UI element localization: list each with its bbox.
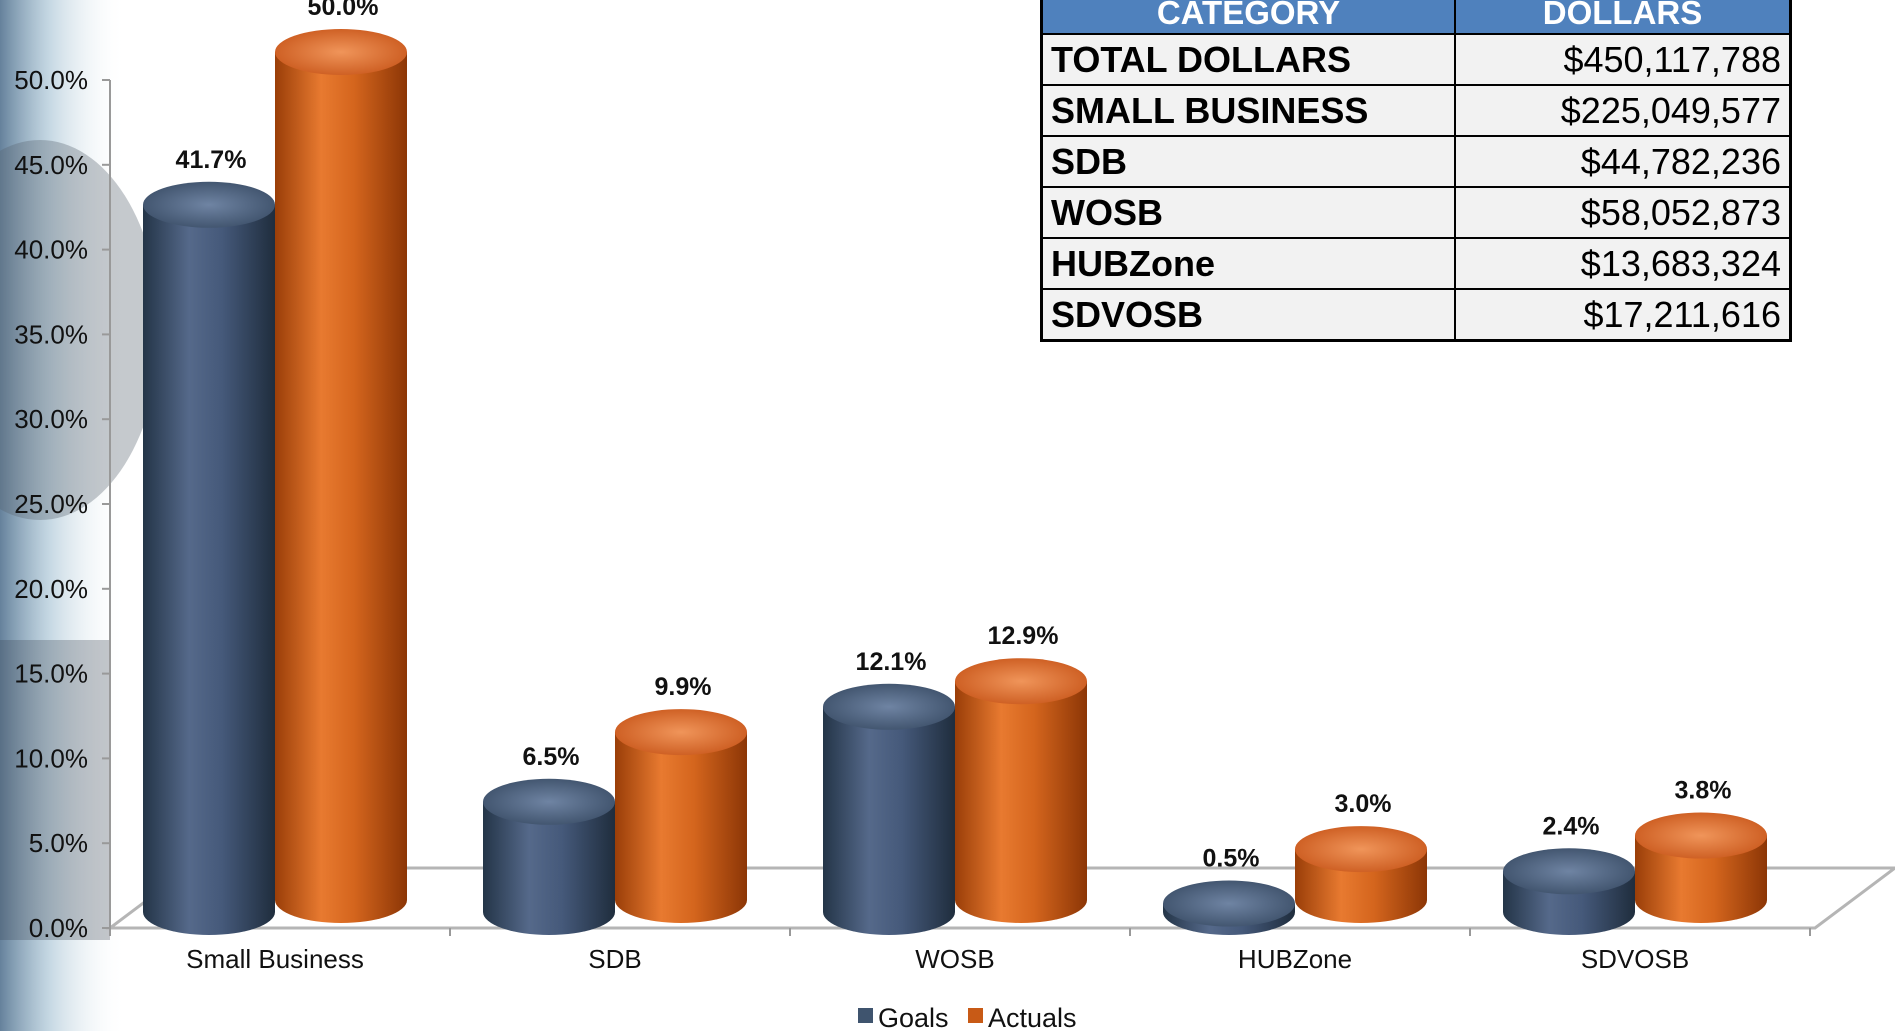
- bar-top: [615, 709, 747, 756]
- header-category: CATEGORY: [1040, 0, 1456, 35]
- bar-body: [1635, 835, 1767, 923]
- row-category: SMALL BUSINESS: [1040, 84, 1456, 137]
- dollars-table: CATEGORY DOLLARS TOTAL DOLLARS $450,117,…: [1040, 0, 1792, 342]
- table-row: SMALL BUSINESS $225,049,577: [1040, 84, 1792, 137]
- actuals-bar-1: [615, 709, 747, 923]
- y-tick-label: 5.0%: [29, 828, 88, 858]
- row-category: HUBZone: [1040, 237, 1456, 290]
- goals-bar-3: [1163, 880, 1295, 935]
- goals-bar-0: [143, 181, 275, 935]
- y-tick-label: 10.0%: [14, 743, 88, 773]
- bar-body: [955, 681, 1087, 923]
- bar-top: [483, 778, 615, 825]
- category-label: SDVOSB: [1581, 944, 1689, 974]
- data-label: 6.5%: [523, 743, 580, 771]
- bar-top: [955, 658, 1087, 705]
- data-label: 3.0%: [1335, 790, 1392, 818]
- y-tick-label: 25.0%: [14, 489, 88, 519]
- data-label: 41.7%: [176, 146, 247, 174]
- bar-top: [1163, 880, 1295, 927]
- table-row: SDVOSB $17,211,616: [1040, 288, 1792, 342]
- bar-body: [143, 204, 275, 935]
- goals-bar-4: [1503, 848, 1635, 935]
- y-tick-label: 35.0%: [14, 319, 88, 349]
- table-row: SDB $44,782,236: [1040, 135, 1792, 188]
- goals-bar-1: [483, 778, 615, 935]
- y-tick-label: 20.0%: [14, 574, 88, 604]
- y-tick-label: 0.0%: [29, 913, 88, 943]
- table-row: HUBZone $13,683,324: [1040, 237, 1792, 290]
- bar-top: [823, 683, 955, 730]
- data-label: 12.9%: [988, 622, 1059, 650]
- legend-item-actuals: Actuals: [968, 1003, 1077, 1031]
- data-label: 50.0%: [308, 0, 379, 21]
- row-dollars: $13,683,324: [1454, 237, 1792, 290]
- category-label: Small Business: [186, 944, 364, 974]
- bar-body: [823, 706, 955, 935]
- row-category: SDB: [1040, 135, 1456, 188]
- category-label: SDB: [588, 944, 641, 974]
- row-dollars: $450,117,788: [1454, 33, 1792, 86]
- legend-label: Actuals: [988, 1003, 1077, 1031]
- table-header-row: CATEGORY DOLLARS: [1040, 0, 1792, 35]
- header-dollars: DOLLARS: [1454, 0, 1792, 35]
- data-label: 12.1%: [856, 648, 927, 676]
- bar-top: [1295, 826, 1427, 873]
- y-tick-label: 15.0%: [14, 659, 88, 689]
- row-dollars: $225,049,577: [1454, 84, 1792, 137]
- bar-top: [1503, 848, 1635, 895]
- category-label: WOSB: [915, 944, 994, 974]
- row-category: TOTAL DOLLARS: [1040, 33, 1456, 86]
- bar-top: [1635, 812, 1767, 859]
- row-category: WOSB: [1040, 186, 1456, 239]
- data-label: 0.5%: [1203, 845, 1260, 873]
- category-label: HUBZone: [1238, 944, 1352, 974]
- legend-swatch: [968, 1008, 983, 1023]
- bar-body: [615, 732, 747, 923]
- legend-swatch: [858, 1008, 873, 1023]
- bar-top: [143, 181, 275, 228]
- row-dollars: $58,052,873: [1454, 186, 1792, 239]
- actuals-bar-3: [1295, 826, 1427, 923]
- row-category: SDVOSB: [1040, 288, 1456, 342]
- actuals-bar-0: [275, 29, 407, 923]
- goals-bar-2: [823, 683, 955, 935]
- y-tick-label: 50.0%: [14, 65, 88, 95]
- bar-body: [483, 801, 615, 935]
- data-label: 2.4%: [1543, 812, 1600, 840]
- row-dollars: $44,782,236: [1454, 135, 1792, 188]
- table-row: WOSB $58,052,873: [1040, 186, 1792, 239]
- legend-item-goals: Goals: [858, 1003, 949, 1031]
- actuals-bar-2: [955, 658, 1087, 923]
- y-tick-label: 30.0%: [14, 404, 88, 434]
- bar-top: [275, 29, 407, 75]
- actuals-bar-4: [1635, 812, 1767, 923]
- data-label: 3.8%: [1675, 777, 1732, 805]
- table-row: TOTAL DOLLARS $450,117,788: [1040, 33, 1792, 86]
- y-tick-label: 40.0%: [14, 235, 88, 265]
- row-dollars: $17,211,616: [1454, 288, 1792, 342]
- legend-label: Goals: [878, 1003, 949, 1031]
- y-tick-label: 45.0%: [14, 150, 88, 180]
- data-label: 9.9%: [655, 673, 712, 701]
- bar-body: [275, 52, 407, 923]
